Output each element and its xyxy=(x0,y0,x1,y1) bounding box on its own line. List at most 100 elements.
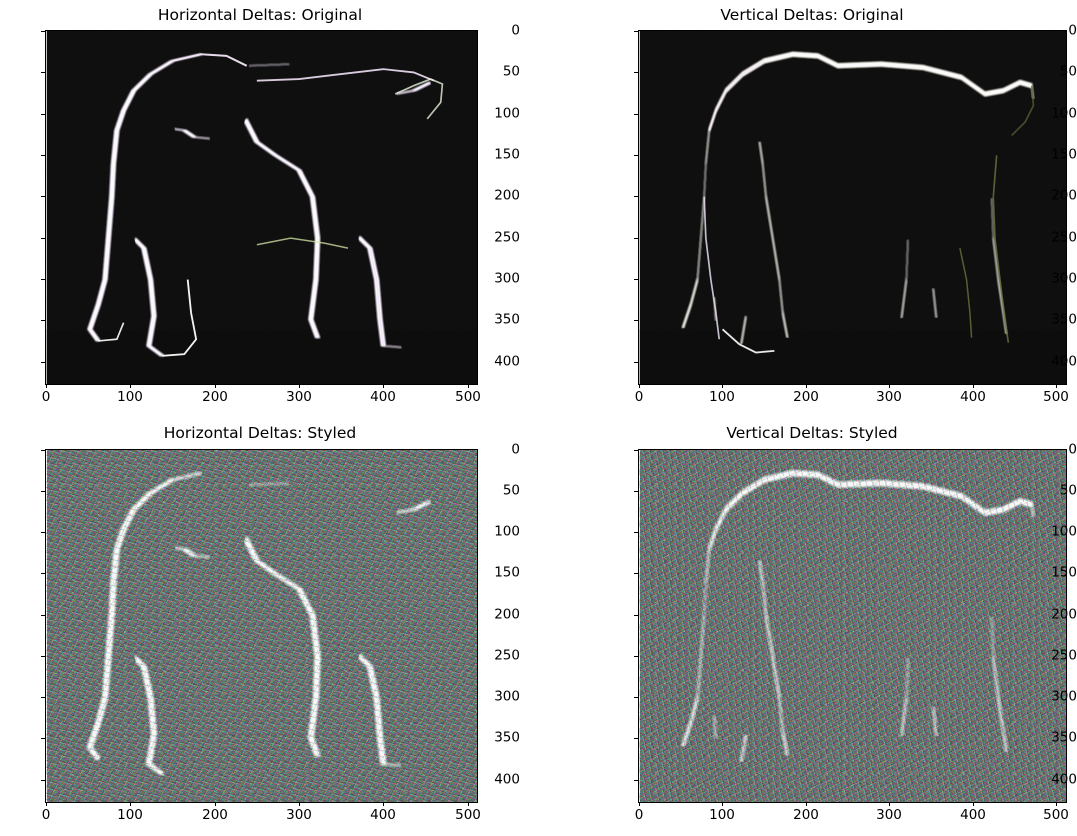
ytick-label: 250 xyxy=(1051,229,1077,246)
xtick-label: 400 xyxy=(370,807,396,823)
ytick-label: 350 xyxy=(494,729,520,746)
xtick-mark xyxy=(383,802,384,806)
gradient-image-vertical-original xyxy=(639,31,1066,384)
chroma-noise-overlay xyxy=(46,450,477,802)
ytick-label: 250 xyxy=(494,647,520,664)
xtick-mark xyxy=(299,384,300,388)
ytick-mark xyxy=(41,72,45,73)
xtick-label: 500 xyxy=(1043,389,1069,405)
xtick-label: 400 xyxy=(960,807,986,823)
ytick-mark xyxy=(634,362,638,363)
xtick-label: 200 xyxy=(202,807,228,823)
ytick-mark xyxy=(41,196,45,197)
ytick-mark xyxy=(634,656,638,657)
xtick-mark xyxy=(806,384,807,388)
chroma-noise-overlay xyxy=(639,450,1066,802)
subplot-title: Horizontal Deltas: Original xyxy=(157,6,363,24)
ytick-label: 50 xyxy=(502,63,520,80)
xtick-label: 0 xyxy=(41,807,51,823)
ytick-mark xyxy=(634,196,638,197)
xtick-mark xyxy=(1056,384,1057,388)
xtick-label: 100 xyxy=(709,807,735,823)
xtick-label: 200 xyxy=(793,389,819,405)
xtick-mark xyxy=(299,802,300,806)
ytick-label: 300 xyxy=(1051,270,1077,287)
subplot-title: Vertical Deltas: Original xyxy=(720,6,904,24)
ytick-mark xyxy=(634,532,638,533)
xtick-mark xyxy=(46,384,47,388)
ytick-label: 150 xyxy=(1051,564,1077,581)
ytick-label: 0 xyxy=(511,22,520,39)
xtick-mark xyxy=(468,802,469,806)
ytick-label: 250 xyxy=(1051,647,1077,664)
xtick-mark xyxy=(130,802,131,806)
xtick-mark xyxy=(889,384,890,388)
ytick-mark xyxy=(634,615,638,616)
xtick-label: 100 xyxy=(117,389,143,405)
subplot-vertical-deltas-styled: Vertical Deltas: Styled xyxy=(592,418,1077,836)
ytick-mark xyxy=(634,573,638,574)
ytick-mark xyxy=(41,238,45,239)
ytick-label: 350 xyxy=(1051,729,1077,746)
xtick-mark xyxy=(639,802,640,806)
ytick-mark xyxy=(41,320,45,321)
xtick-mark xyxy=(215,384,216,388)
ytick-mark xyxy=(41,491,45,492)
ytick-mark xyxy=(634,238,638,239)
texture-overlay xyxy=(639,450,1066,802)
xtick-mark xyxy=(806,802,807,806)
ytick-label: 150 xyxy=(494,146,520,163)
gradient-image-vertical-styled xyxy=(639,450,1066,802)
subplot-horizontal-deltas-styled: Horizontal Deltas: Styled xyxy=(0,418,520,836)
ytick-label: 0 xyxy=(1068,22,1077,39)
ytick-label: 50 xyxy=(502,482,520,499)
ytick-label: 50 xyxy=(1059,482,1077,499)
xtick-label: 300 xyxy=(876,389,902,405)
ytick-mark xyxy=(41,738,45,739)
plot-area xyxy=(45,449,478,803)
ytick-mark xyxy=(41,780,45,781)
gradient-image-horizontal-original xyxy=(46,31,477,384)
ytick-mark xyxy=(41,532,45,533)
ytick-mark xyxy=(41,656,45,657)
subplot-title: Horizontal Deltas: Styled xyxy=(163,424,357,442)
xtick-label: 200 xyxy=(793,807,819,823)
xtick-mark xyxy=(889,802,890,806)
xtick-label: 0 xyxy=(41,389,51,405)
plot-area xyxy=(638,449,1067,803)
ytick-label: 150 xyxy=(1051,146,1077,163)
ytick-mark xyxy=(634,697,638,698)
ytick-label: 50 xyxy=(1059,63,1077,80)
xtick-mark xyxy=(1056,802,1057,806)
ytick-label: 400 xyxy=(494,771,520,788)
ytick-mark xyxy=(634,450,638,451)
ytick-label: 200 xyxy=(494,187,520,204)
xtick-label: 100 xyxy=(709,389,735,405)
plot-area xyxy=(45,30,478,385)
ytick-mark xyxy=(41,450,45,451)
ytick-label: 400 xyxy=(1051,771,1077,788)
ytick-mark xyxy=(41,279,45,280)
ytick-mark xyxy=(41,362,45,363)
ytick-mark xyxy=(634,155,638,156)
xtick-label: 200 xyxy=(202,389,228,405)
xtick-mark xyxy=(639,384,640,388)
ytick-mark xyxy=(41,155,45,156)
xtick-label: 400 xyxy=(960,389,986,405)
ytick-label: 100 xyxy=(1051,523,1077,540)
xtick-label: 0 xyxy=(634,807,644,823)
xtick-mark xyxy=(130,384,131,388)
ytick-mark xyxy=(41,697,45,698)
subplot-horizontal-deltas-original: Horizontal Deltas: Original xyxy=(0,0,520,418)
ytick-mark xyxy=(41,615,45,616)
xtick-mark xyxy=(215,802,216,806)
xtick-mark xyxy=(973,802,974,806)
ytick-label: 200 xyxy=(494,606,520,623)
xtick-label: 300 xyxy=(286,389,312,405)
xtick-label: 300 xyxy=(286,807,312,823)
ytick-mark xyxy=(634,780,638,781)
ytick-label: 300 xyxy=(1051,688,1077,705)
xtick-label: 500 xyxy=(1043,807,1069,823)
subplot-title: Vertical Deltas: Styled xyxy=(726,424,898,442)
